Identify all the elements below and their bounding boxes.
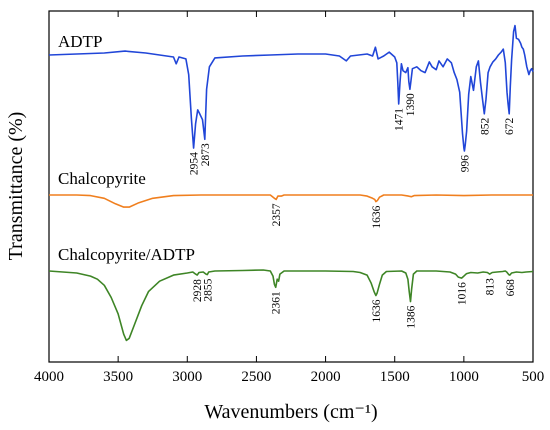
x-tick-label: 1500 [380, 369, 410, 385]
peak-label: 813 [485, 278, 497, 296]
series-line-chalcopyrite-adtp [48, 269, 534, 342]
x-tick-label: 2000 [311, 369, 341, 385]
peak-label: 1636 [371, 205, 383, 228]
peak-label: 2928 [192, 279, 204, 302]
x-axis-ticks: 4000 3500 3000 2500 2000 1500 1000 500 [34, 11, 544, 385]
x-tick-label: 2500 [241, 369, 271, 385]
peak-label: 672 [504, 118, 516, 136]
series-line-adtp [48, 24, 534, 152]
peak-label: 2357 [271, 203, 283, 226]
y-axis-title: Transmittance (%) [5, 112, 27, 261]
series-layer [48, 24, 534, 342]
peak-label: 2873 [200, 143, 212, 166]
x-tick-label: 500 [522, 369, 545, 385]
series-line-chalcopyrite [49, 194, 533, 208]
peak-label: 1386 [406, 305, 418, 328]
series-labels: ADTP Chalcopyrite Chalcopyrite/ADTP [58, 32, 195, 264]
series-label: Chalcopyrite [58, 169, 146, 188]
x-tick-label: 3500 [103, 369, 133, 385]
peak-label: 1390 [405, 93, 417, 116]
peak-label: 852 [479, 118, 491, 136]
peak-label: 1471 [394, 108, 406, 131]
x-axis-title: Wavenumbers (cm⁻¹) [204, 401, 377, 423]
x-tick-label: 4000 [34, 369, 64, 385]
peak-label: 2855 [202, 278, 214, 301]
series-label: ADTP [58, 32, 102, 51]
peak-label: 668 [505, 279, 517, 297]
peak-label: 1016 [457, 282, 469, 305]
x-tick-label: 3000 [172, 369, 202, 385]
peak-label: 1636 [371, 299, 383, 322]
plot-frame [48, 10, 534, 363]
peak-label: 2361 [271, 291, 283, 314]
peak-label: 996 [459, 155, 471, 173]
peak-label: 2954 [189, 152, 201, 175]
series-label: Chalcopyrite/ADTP [58, 245, 195, 264]
x-tick-label: 1000 [449, 369, 479, 385]
